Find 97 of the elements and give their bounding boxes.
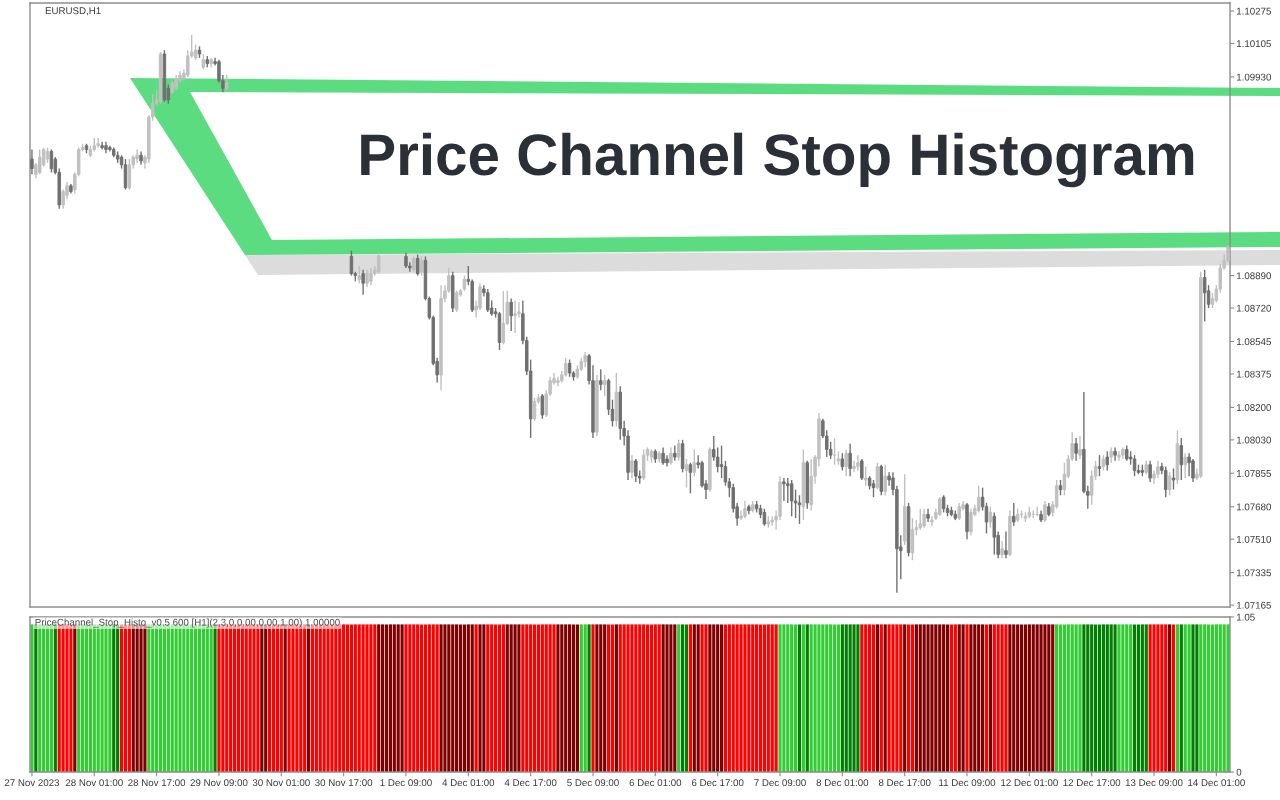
candlestick [789, 479, 794, 517]
candlestick [1097, 454, 1102, 477]
candlestick [786, 477, 790, 504]
y-tick-label: 1.08545 [1236, 338, 1271, 346]
x-tick-label: 29 Nov 09:00 [190, 779, 248, 787]
candlestick [1148, 460, 1152, 483]
x-tick-label: 14 Dec 01:00 [1188, 779, 1245, 787]
x-tick-label: 6 Dec 17:00 [691, 779, 744, 787]
x-tick-label: 11 Dec 09:00 [939, 779, 996, 787]
y-tick-label: 1.10105 [1236, 40, 1271, 48]
x-tick-label: 13 Dec 09:00 [1125, 779, 1183, 787]
x-tick-label: 28 Nov 17:00 [128, 779, 186, 787]
y-tick-label: 1.07680 [1236, 503, 1272, 511]
y-tick-label: 1.07335 [1236, 569, 1271, 577]
candlestick [988, 506, 993, 529]
candlestick [361, 269, 365, 296]
candlestick [856, 454, 860, 472]
x-tick-label: 8 Dec 17:00 [878, 779, 931, 787]
candlestick [1078, 435, 1082, 460]
candlestick [1105, 450, 1110, 472]
candlestick [1132, 454, 1137, 477]
candlestick [1179, 437, 1184, 481]
candlestick [630, 454, 634, 479]
text: Price Channel Stop Histogram [361, 132, 1194, 188]
candlestick [719, 444, 724, 479]
candlestick [38, 148, 42, 176]
candlestick [100, 141, 104, 151]
candlestick [454, 290, 459, 313]
x-tick-label: 4 Dec 17:00 [504, 779, 557, 787]
candlestick [1012, 502, 1016, 527]
candlestick [509, 297, 513, 332]
x-tick-label: 7 Dec 09:00 [754, 779, 806, 787]
candlestick [1183, 452, 1187, 479]
x-tick-label: 5 Dec 09:00 [567, 779, 619, 787]
candlestick [513, 299, 517, 334]
candlestick [1167, 471, 1172, 496]
candlestick [540, 393, 545, 420]
candlestick [715, 446, 720, 474]
y-tick-label: 1.07510 [1236, 535, 1272, 543]
y-tick-label: 1.07165 [1236, 601, 1271, 609]
candlestick [1074, 437, 1078, 462]
candlestick [599, 368, 603, 391]
candlestick [832, 437, 837, 466]
candlestick [848, 442, 852, 477]
y-tick-label: 1.08720 [1236, 304, 1272, 312]
x-tick-label: 4 Dec 01:00 [442, 779, 495, 787]
x-tick-label: 1 Dec 09:00 [380, 779, 432, 787]
y-tick-label: 1.10275 [1236, 7, 1271, 15]
candlestick [1004, 530, 1008, 559]
y-tick-label: 0 [1236, 768, 1242, 776]
candlestick [1043, 500, 1047, 523]
candlestick [922, 507, 926, 529]
x-tick-label: 6 Dec 01:00 [629, 779, 682, 787]
candlestick [976, 485, 981, 514]
x-tick-label: 8 Dec 01:00 [816, 779, 869, 787]
candlestick [860, 458, 864, 481]
candlestick [918, 507, 922, 531]
x-tick-label: 30 Nov 17:00 [315, 779, 373, 787]
x-tick-label: 27 Nov 2023 [4, 779, 60, 787]
x-tick-label: 12 Dec 17:00 [1063, 779, 1121, 787]
candlestick [486, 288, 490, 313]
candlestick [992, 511, 997, 556]
y-tick-label: 1.07855 [1236, 470, 1271, 477]
candlestick [1171, 467, 1176, 491]
candlestick [684, 458, 689, 489]
x-tick-label: 30 Nov 01:00 [252, 779, 310, 787]
candlestick [1163, 465, 1168, 498]
candlestick [844, 448, 848, 477]
candlestick [688, 462, 693, 495]
y-tick-label: 1.08890 [1236, 272, 1272, 280]
candlestick [30, 148, 34, 176]
candlestick [938, 496, 942, 517]
candlestick [723, 460, 728, 487]
annotation: EURUSD,H1 [45, 7, 101, 16]
y-tick-label: 1.08030 [1236, 436, 1272, 444]
candlestick [969, 507, 973, 537]
candlestick [1202, 269, 1207, 323]
candlestick [797, 494, 802, 525]
candlestick [501, 290, 506, 346]
candlestick [1054, 479, 1059, 510]
annotation: PriceChannel_Stop_Histo_v0.5 600 [H1](2,3,0,0.00,0.00,1.00) 1.00000 [35, 618, 340, 628]
x-tick-label: 28 Nov 01:00 [65, 779, 123, 787]
candlestick [96, 137, 100, 149]
candlestick [634, 458, 638, 483]
candlestick [127, 158, 132, 191]
candlestick [1117, 450, 1121, 462]
candlestick [602, 374, 607, 397]
y-tick-label: 1.05 [1236, 613, 1255, 621]
x-tick-label: 12 Dec 01:00 [1001, 779, 1058, 787]
y-tick-label: 1.08200 [1236, 404, 1272, 411]
candlestick [883, 463, 887, 496]
candlestick [782, 477, 786, 502]
y-tick-label: 1.08375 [1236, 370, 1271, 378]
candlestick [863, 465, 868, 487]
y-tick-label: 1.09930 [1236, 73, 1272, 81]
candlestick [641, 448, 646, 481]
candlestick [1113, 446, 1117, 462]
